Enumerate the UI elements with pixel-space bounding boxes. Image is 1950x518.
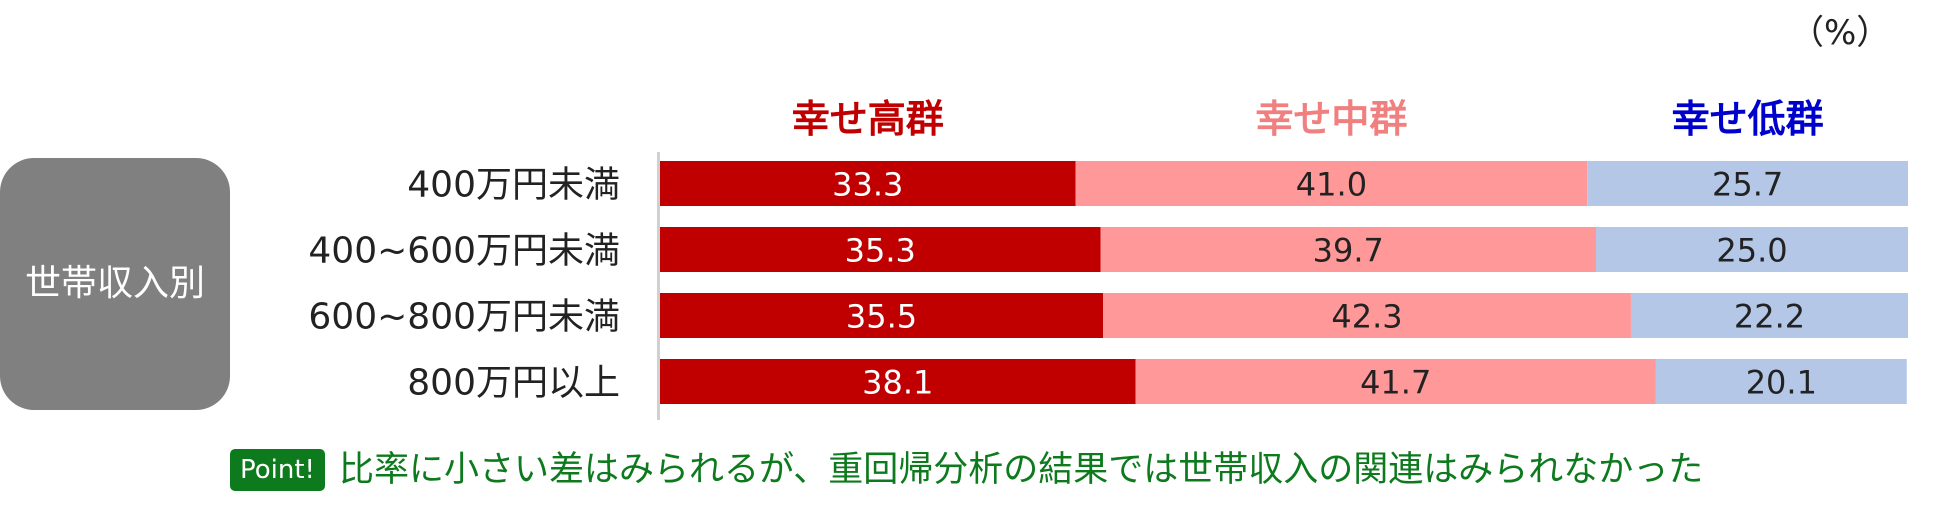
bar-high [660, 359, 1136, 404]
category-label: 600~800万円未満 [308, 297, 620, 338]
group-label-text: 世帯収入別 [25, 263, 206, 304]
data-label-high: 38.1 [862, 364, 933, 402]
data-label-low: 25.0 [1716, 232, 1787, 270]
bar-mid [1075, 161, 1588, 206]
data-label-low: 20.1 [1746, 364, 1817, 402]
bar-low [1596, 227, 1908, 272]
data-label-mid: 39.7 [1313, 232, 1384, 270]
data-label-low: 22.2 [1734, 298, 1805, 336]
bar-mid [1103, 293, 1631, 338]
bar-mid [1100, 227, 1596, 272]
data-label-mid: 41.0 [1296, 166, 1367, 204]
bar-low [1655, 359, 1907, 404]
bar-high [660, 227, 1101, 272]
category-axis-line [657, 152, 660, 420]
unit-label: （%） [1790, 13, 1891, 53]
data-label-mid: 42.3 [1331, 298, 1402, 336]
point-badge: Point! [230, 449, 325, 491]
bar-low [1630, 293, 1908, 338]
bar-high [660, 293, 1104, 338]
data-label-mid: 41.7 [1360, 364, 1431, 402]
category-label: 400万円未満 [407, 165, 620, 206]
data-label-low: 25.7 [1712, 166, 1783, 204]
bar-high [660, 161, 1076, 206]
data-label-high: 35.3 [845, 232, 916, 270]
category-label: 800万円以上 [407, 363, 620, 404]
point-note-text: 比率に小さい差はみられるが、重回帰分析の結果では世帯収入の関連はみられなかった [338, 450, 1704, 490]
group-label: 世帯収入別 [0, 158, 230, 410]
legend-low: 幸せ低群 [1672, 97, 1824, 141]
bar-mid [1135, 359, 1656, 404]
point-note: Point! 比率に小さい差はみられるが、重回帰分析の結果では世帯収入の関連はみ… [230, 440, 1703, 500]
legend-high: 幸せ高群 [792, 97, 944, 141]
data-label-high: 35.5 [846, 298, 917, 336]
bar-low [1587, 161, 1908, 206]
category-label: 400~600万円未満 [308, 231, 620, 272]
legend-mid: 幸せ中群 [1255, 97, 1407, 141]
stacked-bar-chart: 幸せ高群 幸せ中群 幸せ低群 400万円未満 33.3 41.0 25.7 400~600万円… [308, 97, 1908, 404]
data-label-high: 33.3 [832, 166, 903, 204]
